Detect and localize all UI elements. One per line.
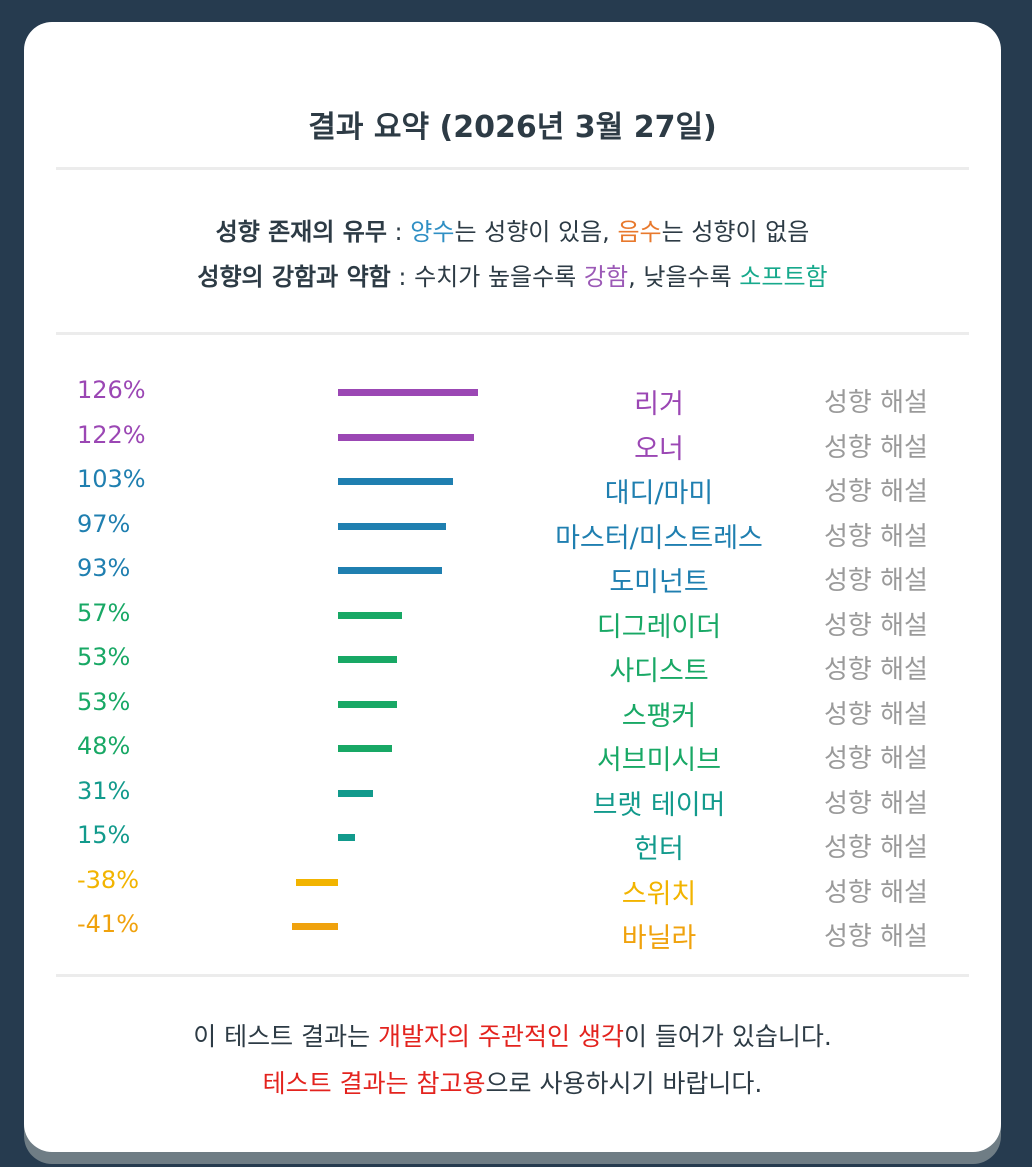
legend-strength-label: 성향의 강함과 약함: [197, 263, 391, 291]
value-label: 97%: [77, 509, 131, 538]
legend-separator: :: [386, 218, 411, 246]
chart-row: 126% 리거 성향 해설: [24, 374, 1001, 420]
tendency-explanation-link[interactable]: 성향 해설: [824, 833, 928, 863]
value-label: 57%: [77, 598, 131, 627]
legend-separator: :: [390, 263, 415, 291]
bar: [338, 478, 453, 485]
disclaimer-text-3: 으로 사용하시기 바랍니다.: [485, 1069, 763, 1098]
value-label: 53%: [77, 687, 131, 716]
bar: [338, 522, 447, 530]
positive-word: 양수: [410, 218, 455, 246]
chart-row: 122% 오너 성향 해설: [24, 419, 1001, 465]
bar: [295, 878, 338, 886]
value-label: 93%: [77, 554, 131, 582]
legend-existence: 성향 존재의 유무 : 양수는 성향이 있음, 음수는 성향이 없음: [24, 212, 1001, 247]
value-label: -41%: [77, 910, 140, 938]
category-label: 오너: [634, 433, 684, 465]
category-label: 사디스트: [609, 656, 709, 687]
tendency-explanation-link[interactable]: 성향 해설: [824, 655, 928, 685]
value-label: 31%: [77, 776, 131, 805]
value-label: 126%: [77, 376, 146, 404]
chart-row: 57% 디그레이더 성향 해설: [24, 597, 1001, 643]
category-label: 리거: [634, 389, 684, 420]
chart-row: 97% 마스터/미스트레스 성향 해설: [24, 508, 1001, 554]
bar: [338, 700, 398, 708]
divider-bottom: [56, 974, 969, 977]
bar: [338, 611, 402, 619]
value-label: 15%: [77, 821, 131, 849]
value-label: 48%: [77, 732, 131, 760]
bar: [338, 789, 373, 797]
category-label: 디그레이더: [596, 611, 722, 643]
chart-row: -41% 바닐라 성향 해설: [24, 908, 1001, 954]
page-title: 결과 요약 (2026년 3월 27일): [308, 110, 717, 145]
category-label: 서브미시브: [596, 745, 722, 776]
tendency-explanation-link[interactable]: 성향 해설: [824, 877, 928, 908]
tendency-explanation-link[interactable]: 성향 해설: [824, 477, 928, 507]
value-label: -38%: [77, 865, 140, 894]
chart-row: -38% 스위치 성향 해설: [24, 864, 1001, 910]
soft-word: 소프트함: [739, 263, 828, 291]
bar: [338, 567, 442, 574]
disclaimer-line-2: 테스트 결과는 참고용으로 사용하시기 바랍니다.: [24, 1064, 1001, 1100]
disclaimer-highlight-1: 개발자의 주관적인 생각: [378, 1022, 624, 1051]
value-label: 103%: [77, 465, 146, 493]
legend-strength: 성향의 강함과 약함 : 수치가 높을수록 강함, 낮을수록 소프트함: [24, 257, 1001, 292]
bar: [292, 923, 338, 930]
result-card: 결과 요약 (2026년 3월 27일) 성향 존재의 유무 : 양수는 성향이…: [24, 22, 1001, 1152]
chart-row: 48% 서브미시브 성향 해설: [24, 730, 1001, 776]
category-label: 바닐라: [621, 923, 697, 954]
legend-existence-label: 성향 존재의 유무: [215, 218, 387, 246]
tendency-explanation-link[interactable]: 성향 해설: [824, 566, 928, 596]
strength-text-2: , 낮을수록: [628, 263, 740, 291]
strength-text-1: 수치가 높을수록: [414, 263, 584, 291]
tendency-explanation-link[interactable]: 성향 해설: [824, 744, 928, 774]
negative-text: 는 성향이 없음: [661, 218, 810, 246]
category-label: 도미넌트: [609, 567, 709, 598]
category-label: 마스터/미스트레스: [555, 522, 763, 554]
bar: [338, 745, 392, 752]
tendency-explanation-link[interactable]: 성향 해설: [824, 788, 928, 819]
bar: [338, 834, 355, 841]
tendency-explanation-link[interactable]: 성향 해설: [824, 610, 928, 641]
chart-row: 15% 헌터 성향 해설: [24, 819, 1001, 865]
bar: [338, 656, 398, 663]
chart-row: 53% 스팽커 성향 해설: [24, 686, 1001, 732]
value-label: 122%: [77, 420, 146, 449]
tendency-explanation-link[interactable]: 성향 해설: [824, 388, 928, 418]
tendency-explanation-link[interactable]: 성향 해설: [824, 922, 928, 952]
tendency-explanation-link[interactable]: 성향 해설: [824, 699, 928, 730]
chart-row: 93% 도미넌트 성향 해설: [24, 552, 1001, 598]
strong-word: 강함: [583, 263, 629, 291]
chart-row: 53% 사디스트 성향 해설: [24, 641, 1001, 687]
bar: [338, 389, 479, 396]
divider-middle: [56, 332, 969, 335]
disclaimer-highlight-2: 테스트 결과는 참고용: [262, 1069, 486, 1098]
disclaimer-text-1: 이 테스트 결과는: [193, 1022, 379, 1051]
negative-word: 음수: [617, 218, 662, 246]
category-label: 스위치: [621, 878, 697, 910]
bar: [338, 433, 475, 441]
divider-top: [56, 167, 969, 170]
tendency-explanation-link[interactable]: 성향 해설: [824, 432, 928, 463]
disclaimer-text-2: 이 들어가 있습니다.: [623, 1022, 832, 1051]
disclaimer-line-1: 이 테스트 결과는 개발자의 주관적인 생각이 들어가 있습니다.: [24, 1017, 1001, 1053]
category-label: 브랫 테이머: [592, 789, 726, 821]
category-label: 헌터: [634, 834, 684, 865]
chart-row: 103% 대디/마미 성향 해설: [24, 463, 1001, 509]
chart-row: 31% 브랫 테이머 성향 해설: [24, 775, 1001, 821]
positive-text: 는 성향이 있음,: [454, 218, 618, 246]
category-label: 대디/마미: [604, 478, 714, 509]
value-label: 53%: [77, 643, 131, 671]
tendency-explanation-link[interactable]: 성향 해설: [824, 521, 928, 552]
tendency-bar-chart: 126% 리거 성향 해설 122% 오너 성향 해설 103% 대디/마미 성향 해설 97% 마…: [24, 374, 1001, 954]
category-label: 스팽커: [621, 700, 697, 732]
